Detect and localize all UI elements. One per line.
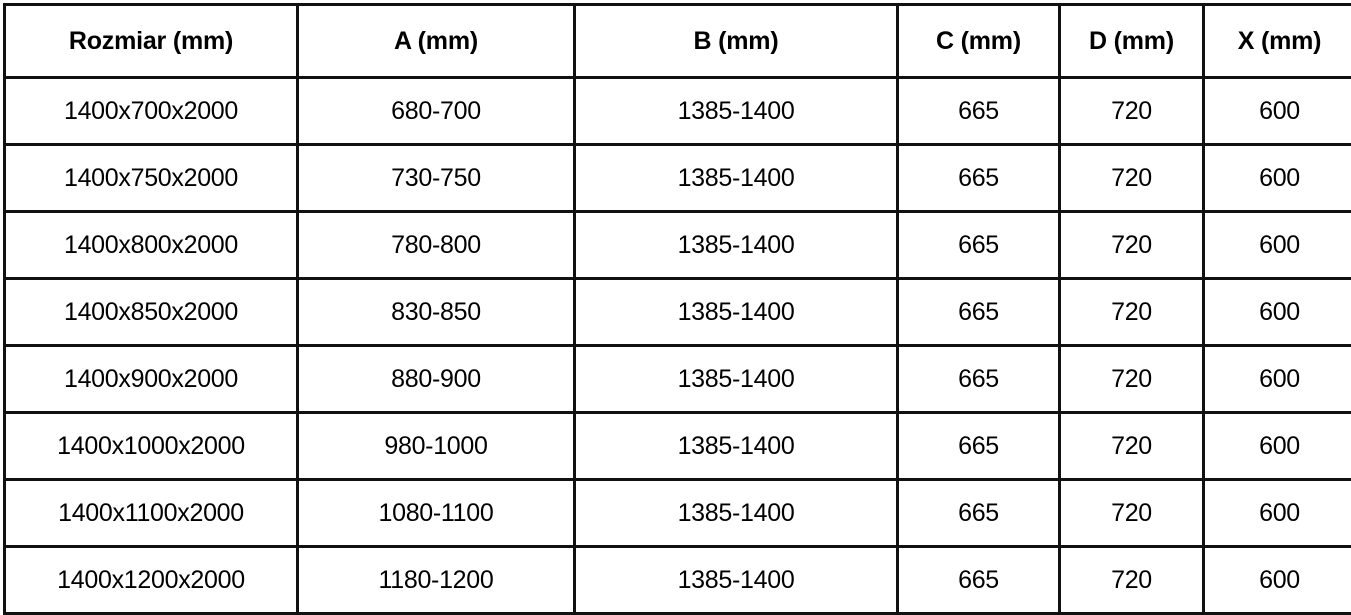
- cell-rozmiar: 1400x1100x2000: [5, 480, 298, 547]
- cell-b: 1385-1400: [575, 78, 898, 145]
- cell-d: 720: [1060, 480, 1204, 547]
- cell-rozmiar: 1400x750x2000: [5, 145, 298, 212]
- column-header-rozmiar: Rozmiar (mm): [5, 5, 298, 78]
- cell-x: 600: [1204, 346, 1351, 413]
- table-row: 1400x1200x2000 1180-1200 1385-1400 665 7…: [5, 547, 1351, 614]
- cell-rozmiar: 1400x1200x2000: [5, 547, 298, 614]
- cell-a: 680-700: [298, 78, 575, 145]
- cell-d: 720: [1060, 346, 1204, 413]
- cell-a: 780-800: [298, 212, 575, 279]
- cell-x: 600: [1204, 279, 1351, 346]
- cell-c: 665: [898, 547, 1060, 614]
- dimensions-table: Rozmiar (mm) A (mm) B (mm) C (mm) D (mm)…: [3, 3, 1351, 615]
- column-header-a: A (mm): [298, 5, 575, 78]
- table-row: 1400x900x2000 880-900 1385-1400 665 720 …: [5, 346, 1351, 413]
- cell-rozmiar: 1400x700x2000: [5, 78, 298, 145]
- cell-rozmiar: 1400x900x2000: [5, 346, 298, 413]
- cell-d: 720: [1060, 279, 1204, 346]
- cell-a: 1080-1100: [298, 480, 575, 547]
- cell-a: 830-850: [298, 279, 575, 346]
- cell-d: 720: [1060, 413, 1204, 480]
- table-row: 1400x750x2000 730-750 1385-1400 665 720 …: [5, 145, 1351, 212]
- cell-x: 600: [1204, 78, 1351, 145]
- cell-a: 1180-1200: [298, 547, 575, 614]
- column-header-x: X (mm): [1204, 5, 1351, 78]
- cell-x: 600: [1204, 145, 1351, 212]
- table-row: 1400x1100x2000 1080-1100 1385-1400 665 7…: [5, 480, 1351, 547]
- cell-b: 1385-1400: [575, 547, 898, 614]
- table-row: 1400x850x2000 830-850 1385-1400 665 720 …: [5, 279, 1351, 346]
- table-row: 1400x700x2000 680-700 1385-1400 665 720 …: [5, 78, 1351, 145]
- table-row: 1400x800x2000 780-800 1385-1400 665 720 …: [5, 212, 1351, 279]
- cell-a: 980-1000: [298, 413, 575, 480]
- cell-rozmiar: 1400x850x2000: [5, 279, 298, 346]
- cell-b: 1385-1400: [575, 413, 898, 480]
- table-body: 1400x700x2000 680-700 1385-1400 665 720 …: [5, 78, 1351, 614]
- cell-c: 665: [898, 279, 1060, 346]
- cell-a: 730-750: [298, 145, 575, 212]
- cell-b: 1385-1400: [575, 480, 898, 547]
- cell-c: 665: [898, 346, 1060, 413]
- spec-table-container: Rozmiar (mm) A (mm) B (mm) C (mm) D (mm)…: [0, 0, 1351, 587]
- cell-d: 720: [1060, 212, 1204, 279]
- cell-x: 600: [1204, 212, 1351, 279]
- cell-x: 600: [1204, 413, 1351, 480]
- cell-c: 665: [898, 78, 1060, 145]
- cell-c: 665: [898, 212, 1060, 279]
- table-row: 1400x1000x2000 980-1000 1385-1400 665 72…: [5, 413, 1351, 480]
- cell-b: 1385-1400: [575, 212, 898, 279]
- cell-b: 1385-1400: [575, 279, 898, 346]
- column-header-b: B (mm): [575, 5, 898, 78]
- cell-d: 720: [1060, 78, 1204, 145]
- cell-b: 1385-1400: [575, 145, 898, 212]
- cell-rozmiar: 1400x800x2000: [5, 212, 298, 279]
- cell-rozmiar: 1400x1000x2000: [5, 413, 298, 480]
- cell-c: 665: [898, 145, 1060, 212]
- cell-a: 880-900: [298, 346, 575, 413]
- cell-c: 665: [898, 480, 1060, 547]
- cell-x: 600: [1204, 480, 1351, 547]
- cell-x: 600: [1204, 547, 1351, 614]
- column-header-c: C (mm): [898, 5, 1060, 78]
- cell-c: 665: [898, 413, 1060, 480]
- cell-d: 720: [1060, 547, 1204, 614]
- table-header-row: Rozmiar (mm) A (mm) B (mm) C (mm) D (mm)…: [5, 5, 1351, 78]
- cell-d: 720: [1060, 145, 1204, 212]
- table-header: Rozmiar (mm) A (mm) B (mm) C (mm) D (mm)…: [5, 5, 1351, 78]
- column-header-d: D (mm): [1060, 5, 1204, 78]
- cell-b: 1385-1400: [575, 346, 898, 413]
